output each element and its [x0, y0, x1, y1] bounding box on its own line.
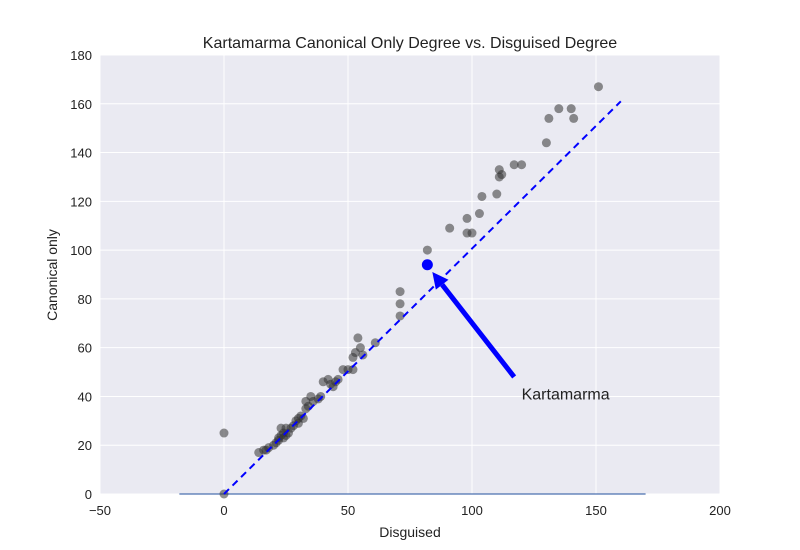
data-point	[566, 104, 576, 114]
data-point	[544, 113, 554, 123]
data-point	[477, 191, 487, 201]
data-point	[422, 245, 432, 255]
data-point	[569, 113, 579, 123]
annotation-layer: Kartamarma	[421, 259, 610, 403]
y-axis-label: Canonical only	[44, 229, 60, 321]
y-tick-label: 80	[78, 292, 92, 307]
data-point	[358, 350, 368, 360]
data-point	[517, 160, 527, 170]
data-point	[474, 209, 484, 219]
x-axis-label: Disguised	[379, 524, 440, 540]
data-point	[395, 311, 405, 321]
x-tick-label: 100	[461, 503, 483, 518]
data-point	[298, 413, 308, 423]
plot-background	[100, 55, 720, 494]
reference-dashed-line	[223, 100, 622, 495]
y-tick-label: 40	[78, 389, 92, 404]
data-point	[348, 365, 358, 375]
data-point	[445, 223, 455, 233]
y-tick-label: 60	[78, 341, 92, 356]
y-tick-label: 180	[70, 48, 92, 63]
highlight-point-kartamarma	[421, 259, 433, 271]
annotation-arrow-head	[432, 272, 449, 290]
chart-title: Kartamarma Canonical Only Degree vs. Dis…	[203, 35, 618, 52]
x-tick-label: 0	[220, 503, 227, 518]
y-tick-label: 100	[70, 243, 92, 258]
y-tick-label: 120	[70, 194, 92, 209]
data-point	[370, 338, 380, 348]
data-point	[467, 228, 477, 238]
data-point	[462, 213, 472, 223]
x-tick-label: −50	[89, 503, 111, 518]
data-point	[593, 82, 603, 92]
gridlines	[99, 54, 721, 495]
data-point	[395, 287, 405, 297]
data-point	[554, 104, 564, 114]
data-point	[492, 189, 502, 199]
data-point	[355, 343, 365, 353]
data-point	[353, 333, 363, 343]
data-point	[395, 299, 405, 309]
data-point	[541, 138, 551, 148]
y-tick-label: 20	[78, 438, 92, 453]
x-tick-label: 200	[709, 503, 731, 518]
reference-line-layer	[223, 100, 622, 495]
data-point	[497, 170, 507, 180]
data-point	[509, 160, 519, 170]
annotation-arrow-shaft	[440, 283, 517, 379]
annotation-label: Kartamarma	[522, 386, 610, 403]
y-tick-label: 160	[70, 97, 92, 112]
x-tick-label: 50	[341, 503, 355, 518]
y-tick-label: 140	[70, 146, 92, 161]
data-point	[316, 391, 326, 401]
data-point	[333, 374, 343, 384]
y-tick-label: 0	[85, 487, 92, 502]
data-point	[219, 428, 229, 438]
x-tick-label: 150	[585, 503, 607, 518]
